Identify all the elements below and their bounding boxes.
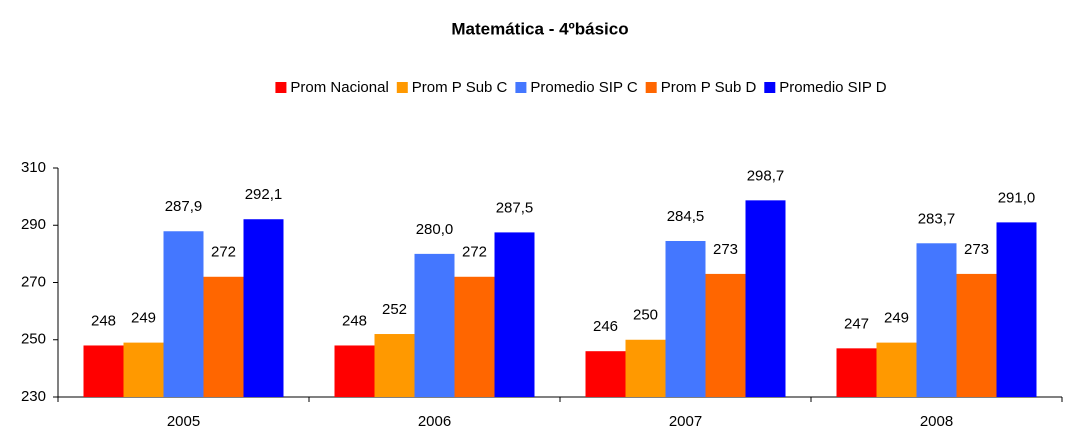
data-label: 280,0 xyxy=(416,221,454,238)
legend-label: Prom P Sub D xyxy=(661,79,757,96)
legend-swatch xyxy=(645,82,657,93)
x-tick-label: 2007 xyxy=(669,413,702,430)
y-tick-label: 290 xyxy=(21,216,46,233)
legend-swatch xyxy=(275,82,287,93)
data-label: 291,0 xyxy=(998,189,1036,206)
bar xyxy=(876,342,917,397)
legend-swatch xyxy=(764,82,776,93)
bar xyxy=(494,232,535,397)
data-label: 250 xyxy=(633,307,658,324)
legend-label: Prom Nacional xyxy=(290,79,388,96)
legend-label: Promedio SIP C xyxy=(530,79,637,96)
data-label: 272 xyxy=(211,244,236,261)
bar xyxy=(454,276,495,397)
y-tick-label: 250 xyxy=(21,331,46,348)
bar xyxy=(414,253,455,397)
bar xyxy=(705,273,746,397)
data-label: 273 xyxy=(964,241,989,258)
bar xyxy=(334,345,375,397)
bar xyxy=(374,334,415,397)
bar xyxy=(956,273,997,397)
data-label: 248 xyxy=(342,312,367,329)
bar xyxy=(83,345,124,397)
data-label: 272 xyxy=(462,244,487,261)
bar xyxy=(585,351,626,397)
y-tick-label: 230 xyxy=(21,388,46,405)
bar xyxy=(836,348,877,397)
data-label: 287,9 xyxy=(165,198,203,215)
legend-label: Prom P Sub C xyxy=(412,79,508,96)
bar xyxy=(996,222,1037,397)
bar xyxy=(163,231,204,397)
data-label: 284,5 xyxy=(667,208,705,225)
bar xyxy=(625,339,666,397)
data-label: 248 xyxy=(91,312,116,329)
data-label: 246 xyxy=(593,318,618,335)
legend-swatch xyxy=(396,82,408,93)
x-tick-label: 2008 xyxy=(920,413,953,430)
bar xyxy=(203,276,244,397)
chart-title: Matemática - 4ºbásico xyxy=(451,19,628,38)
data-label: 298,7 xyxy=(747,167,785,184)
data-label: 283,7 xyxy=(918,210,956,227)
x-tick-label: 2006 xyxy=(418,413,451,430)
legend-swatch xyxy=(515,82,527,93)
bar xyxy=(123,342,164,397)
legend-label: Promedio SIP D xyxy=(779,79,886,96)
x-tick-label: 2005 xyxy=(167,413,200,430)
data-label: 273 xyxy=(713,241,738,258)
data-label: 252 xyxy=(382,301,407,318)
y-tick-label: 270 xyxy=(21,273,46,290)
bar xyxy=(243,219,284,397)
y-tick-label: 310 xyxy=(21,159,46,176)
data-label: 287,5 xyxy=(496,199,534,216)
bar xyxy=(916,243,957,397)
data-label: 249 xyxy=(884,310,909,327)
data-label: 292,1 xyxy=(245,186,283,203)
bar xyxy=(665,240,706,397)
data-label: 249 xyxy=(131,310,156,327)
data-label: 247 xyxy=(844,315,869,332)
bar xyxy=(745,200,786,397)
